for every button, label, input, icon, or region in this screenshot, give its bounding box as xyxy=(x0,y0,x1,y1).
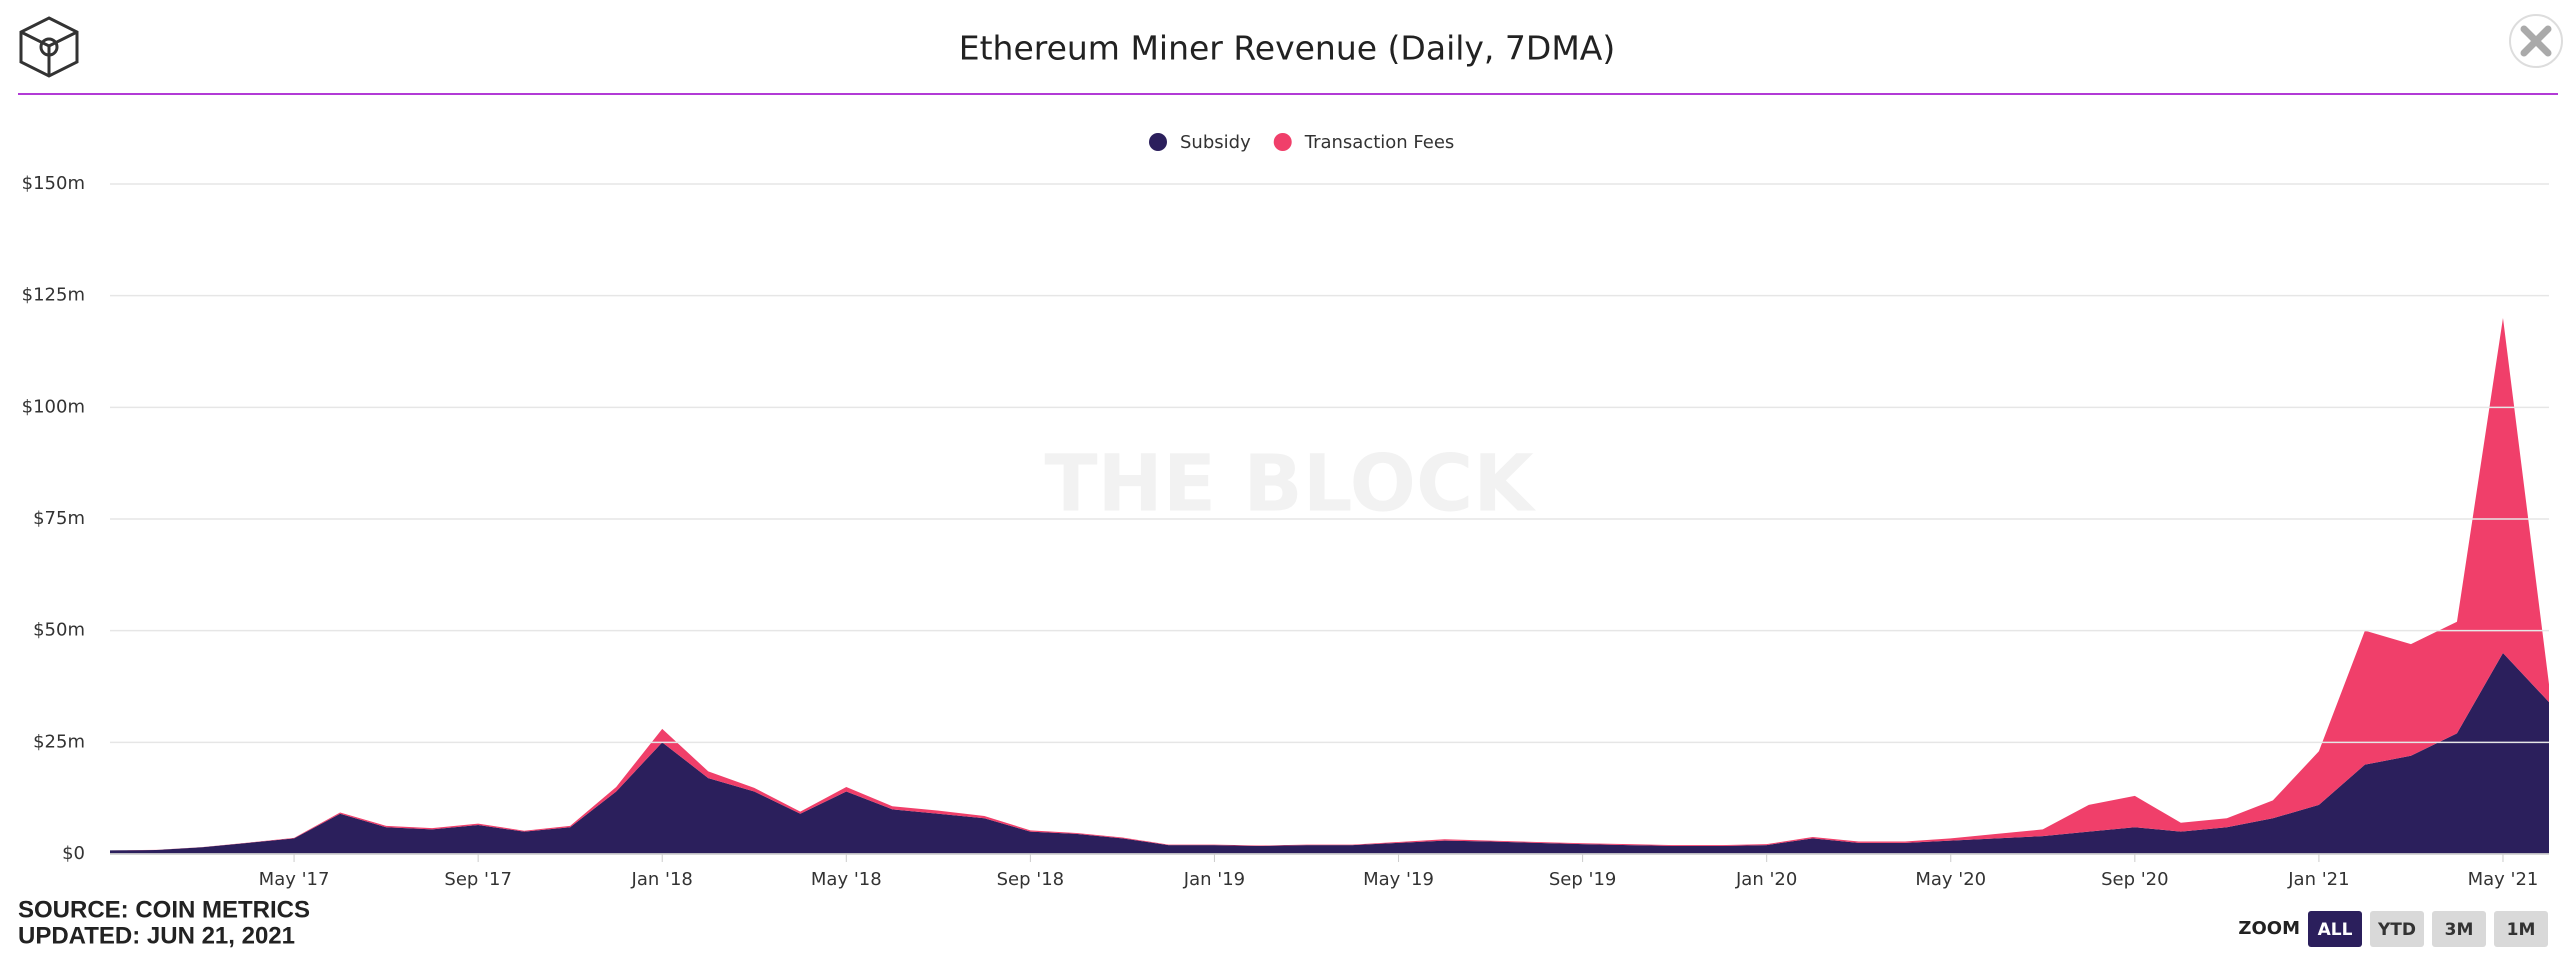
y-tick-label: $75m xyxy=(33,508,85,529)
x-tick-label: May '21 xyxy=(2468,869,2539,890)
zoom-button[interactable] xyxy=(2370,911,2424,947)
chart-title: Ethereum Miner Revenue (Daily, 7DMA) xyxy=(959,29,1616,68)
x-tick-label: Jan '18 xyxy=(631,869,693,890)
zoom-button-label: YTD xyxy=(2377,920,2416,940)
x-tick-label: Sep '19 xyxy=(1549,869,1617,890)
zoom-button-label: 1M xyxy=(2507,920,2536,940)
area xyxy=(110,318,2549,851)
x-tick-label: May '17 xyxy=(259,869,330,890)
y-tick-label: $0 xyxy=(62,843,85,864)
x-tick-label: Sep '17 xyxy=(444,869,512,890)
close-button[interactable] xyxy=(2509,14,2563,68)
y-tick-label: $25m xyxy=(33,731,85,752)
legend-swatch xyxy=(1149,133,1167,151)
x-tick-label: Jan '21 xyxy=(2287,869,2349,890)
y-tick-label: $50m xyxy=(33,620,85,641)
watermark: THE BLOCK xyxy=(1044,439,1536,529)
updated-line: UPDATED: JUN 21, 2021 xyxy=(18,922,295,949)
x-tick-label: May '19 xyxy=(1363,869,1434,890)
x-tick-label: Jan '20 xyxy=(1735,869,1797,890)
x-tick-label: Sep '20 xyxy=(2101,869,2169,890)
x-tick-label: Jan '19 xyxy=(1183,869,1245,890)
legend-swatch xyxy=(1273,133,1292,151)
zoom-button[interactable] xyxy=(2308,911,2362,947)
y-tick-label: $125m xyxy=(22,285,85,306)
x-tick-label: Sep '18 xyxy=(997,869,1065,890)
zoom-label: ZOOM xyxy=(2238,918,2300,939)
x-tick-label: May '18 xyxy=(811,869,882,890)
zoom-button[interactable] xyxy=(2494,911,2548,947)
zoom-button-label: 3M xyxy=(2445,920,2474,940)
area xyxy=(110,653,2549,854)
y-tick-label: $100m xyxy=(22,396,85,417)
legend-label: Transaction Fees xyxy=(1304,132,1455,153)
zoom-button[interactable] xyxy=(2432,911,2486,947)
source-line: SOURCE: COIN METRICS xyxy=(18,896,310,923)
y-tick-label: $150m xyxy=(22,173,85,194)
zoom-button-label: ALL xyxy=(2318,920,2353,940)
legend-label: Subsidy xyxy=(1180,132,1251,153)
logo xyxy=(19,16,79,78)
x-tick-label: May '20 xyxy=(1915,869,1986,890)
